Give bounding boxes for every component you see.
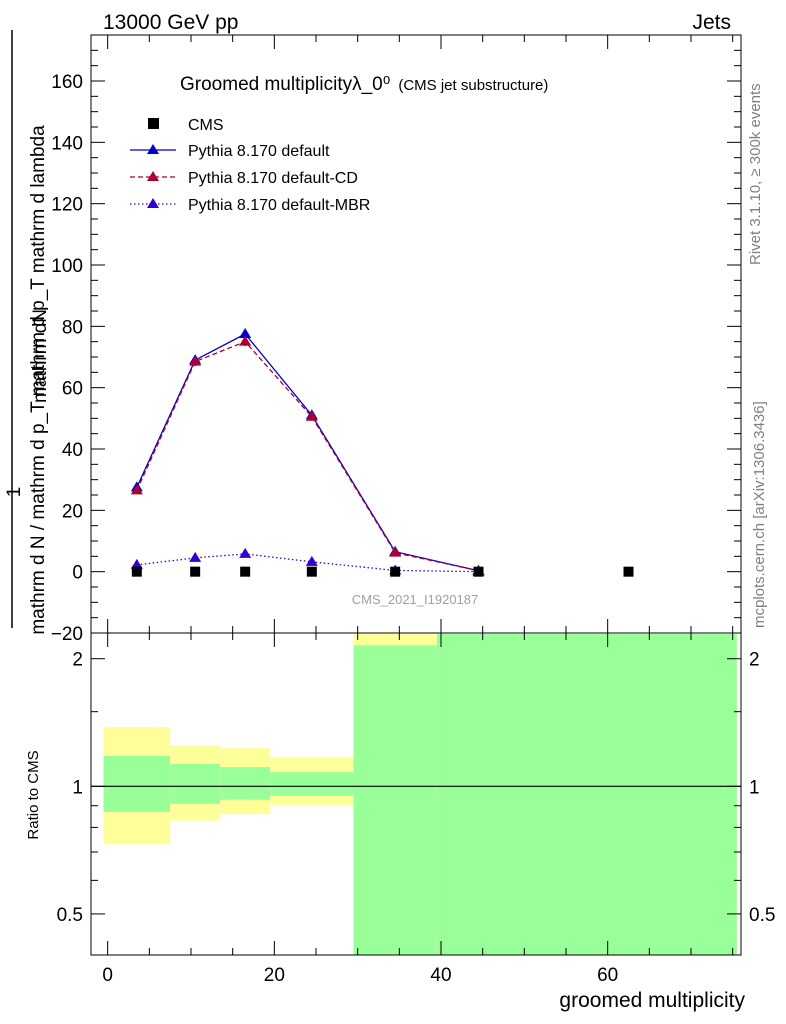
y-tick-label: 140	[51, 133, 83, 154]
series-line-0	[136, 333, 479, 572]
header-jets: Jets	[692, 11, 731, 34]
mcplots-label: mcplots.cern.ch [arXiv:1306.3436]	[751, 401, 768, 628]
series-group	[130, 328, 485, 576]
y-tick-label: −20	[51, 624, 83, 645]
series-point-2	[239, 547, 252, 558]
legend-default-marker	[147, 144, 159, 154]
ratio-tick-label-right: 1	[749, 777, 760, 798]
ratio-tick-label-right: 2	[749, 650, 760, 671]
series-point-2	[189, 551, 202, 562]
header-energy: 13000 GeV pp	[103, 11, 238, 34]
series-point-2	[130, 558, 143, 569]
y-tick-label: 80	[62, 317, 83, 338]
ratio-band-green-2	[220, 767, 271, 800]
rivet-label: Rivet 3.1.10, ≥ 300k events	[747, 83, 764, 265]
series-point-1	[305, 410, 318, 421]
ratio-bands	[103, 634, 737, 955]
ratio-tick-label: 2	[72, 650, 83, 671]
y-label-bottom: mathrm d N / mathrm d p_T mathrm d p_T m…	[28, 125, 49, 635]
ratio-tick-label: 0.5	[57, 905, 83, 926]
x-tick-label: 60	[597, 965, 618, 986]
y-tick-label: 20	[62, 501, 83, 522]
y-tick-label: 40	[62, 440, 83, 461]
x-tick-label: 0	[102, 965, 113, 986]
cms-data-point	[131, 566, 142, 577]
cms-data-point	[623, 566, 634, 577]
ratio-band-green-5	[436, 634, 737, 955]
legend-mbr-label: Pythia 8.170 default-MBR	[188, 197, 370, 214]
y-tick-label: 60	[62, 379, 83, 400]
legend: CMS Pythia 8.170 default Pythia 8.170 de…	[130, 117, 370, 214]
ratio-band-green-4	[353, 645, 437, 955]
ratio-tick-label-right: 0.5	[749, 905, 775, 926]
ratio-y-label: Ratio to CMS	[25, 750, 42, 839]
chart-title: Groomed multiplicityλ_0⁰ (CMS jet substru…	[180, 74, 548, 95]
y-axis-label: mathrm dN 1 mathrm d N / mathrm d p_T ma…	[4, 30, 51, 635]
axes: −20 0 20 40 60 80 100 120 140 160 0 20 40 60 0.5 0.5 1 1 2…	[51, 35, 775, 986]
series-line-2	[136, 553, 479, 573]
ratio-band-green-0	[103, 755, 171, 812]
y-label-top: mathrm dN	[30, 309, 51, 403]
series-point-1	[189, 355, 202, 366]
legend-cd-label: Pythia 8.170 default-CD	[188, 170, 358, 187]
cms-data-point	[306, 566, 317, 577]
series-point-1	[130, 484, 143, 495]
legend-cd-marker	[147, 171, 159, 181]
series-point-2	[305, 555, 318, 566]
legend-cms-label: CMS	[188, 117, 224, 134]
y-label-one: 1	[4, 487, 25, 498]
cms-data-point	[390, 566, 401, 577]
cms-points	[131, 566, 634, 577]
x-tick-label: 20	[264, 965, 285, 986]
legend-cms-marker	[148, 118, 159, 129]
cms-data-point	[473, 566, 484, 577]
x-tick-label: 40	[430, 965, 451, 986]
ratio-band-green-1	[170, 763, 221, 804]
series-point-1	[239, 335, 252, 346]
ratio-band-green-3	[270, 772, 354, 796]
legend-mbr-marker	[147, 198, 159, 208]
ratio-tick-label: 1	[72, 777, 83, 798]
legend-default-label: Pythia 8.170 default	[188, 143, 330, 160]
cms-data-point	[190, 566, 201, 577]
cms-data-point	[240, 566, 251, 577]
ratio-panel-frame	[90, 632, 742, 956]
series-point-1	[389, 546, 402, 557]
y-tick-label: 0	[72, 563, 83, 584]
analysis-watermark: CMS_2021_I1920187	[352, 592, 479, 607]
y-tick-label: 120	[51, 195, 83, 216]
series-point-0	[239, 328, 252, 338]
y-tick-label: 160	[51, 72, 83, 93]
y-tick-label: 100	[51, 256, 83, 277]
x-axis-label: groomed multiplicity	[559, 989, 745, 1012]
